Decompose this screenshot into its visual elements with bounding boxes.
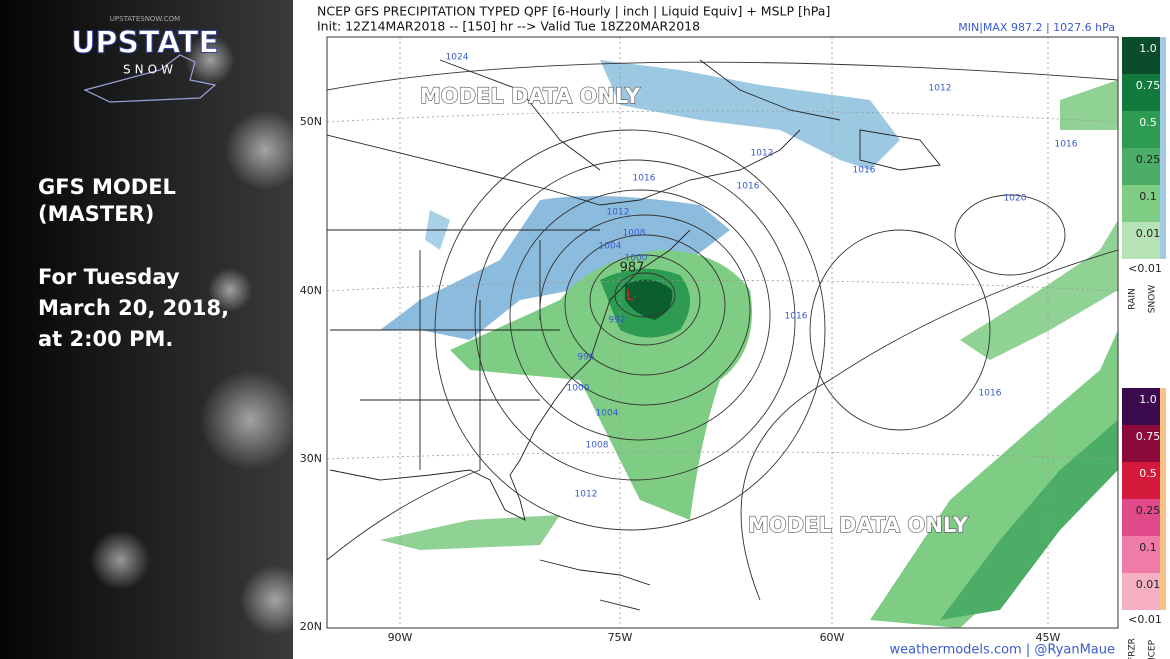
isobar-label: 996 <box>577 353 594 363</box>
lat-label: 20N <box>300 620 322 633</box>
map-labels: MODEL DATA ONLY MODEL DATA ONLY 50N 40N 30N 2… <box>300 53 1115 658</box>
isobar-label: 1012 <box>929 84 952 94</box>
legend-type: ICEP <box>1148 639 1158 659</box>
legend-swatch-alt <box>1160 148 1166 185</box>
coastlines <box>327 59 941 611</box>
legend-swatch-alt <box>1160 185 1166 222</box>
isobar-label: 1008 <box>623 229 646 239</box>
lon-label: 75W <box>608 631 633 644</box>
minmax: MIN|MAX 987.2 | 1027.6 hPa <box>958 21 1115 34</box>
legend-swatch-alt <box>1160 37 1166 74</box>
watermark: MODEL DATA ONLY <box>420 84 641 108</box>
legend-level: 0.75 <box>1136 79 1161 92</box>
forecast-line: March 20, 2018, <box>38 296 229 320</box>
legend-type: FRZR <box>1128 638 1138 659</box>
legend-type: SNOW <box>1148 285 1158 314</box>
legend-swatch-alt <box>1160 462 1166 499</box>
credit: weathermodels.com | @RyanMaue <box>890 643 1115 658</box>
map <box>327 37 1118 628</box>
legend-swatch <box>1122 111 1160 148</box>
heading-line: (MASTER) <box>38 202 154 226</box>
legend-swatch <box>1122 37 1160 74</box>
forecast-line: For Tuesday <box>38 265 180 289</box>
legend-swatch-alt <box>1160 425 1166 462</box>
isobar-label: 1016 <box>853 166 876 176</box>
legend-swatch-alt <box>1160 111 1166 148</box>
isobar-label: 1012 <box>751 149 774 159</box>
isobar-label: 1004 <box>599 242 622 252</box>
legend-swatch <box>1122 148 1160 185</box>
legend-swatch <box>1122 499 1160 536</box>
isobar-label: 1016 <box>979 389 1002 399</box>
legend-level: 0.5 <box>1139 467 1157 480</box>
bokeh <box>90 35 310 635</box>
logo-sub: SNOW <box>123 63 177 77</box>
lat-label: 50N <box>300 115 322 128</box>
lon-label: 45W <box>1036 631 1061 644</box>
isobar-label: 992 <box>608 316 625 326</box>
heading-line: GFS MODEL <box>38 175 176 199</box>
lon-label: 90W <box>388 631 413 644</box>
legend-level: 0.01 <box>1136 578 1161 591</box>
legend-swatch <box>1122 462 1160 499</box>
legend-swatch-alt <box>1160 388 1166 425</box>
legend-swatch <box>1122 185 1160 222</box>
isobar-label: 1016 <box>785 312 808 322</box>
map-frame <box>326 36 1119 629</box>
site-label: UPSTATESNOW.COM <box>110 15 180 23</box>
isobar-label: 1024 <box>446 53 469 63</box>
isobar-label: 1012 <box>607 208 630 218</box>
low-pressure-value: 987 <box>620 261 645 276</box>
legend-swatch-alt <box>1160 573 1166 610</box>
legend-type: RAIN <box>1128 288 1138 309</box>
legend-level: 0.25 <box>1136 504 1161 517</box>
ny-outline <box>83 54 217 103</box>
isobars <box>327 61 1118 601</box>
legend-level: 0.75 <box>1136 430 1161 443</box>
isobar-label: 1000 <box>625 254 648 264</box>
logo: UPSTATE <box>71 26 219 61</box>
map-title: NCEP GFS PRECIPITATION TYPED QPF [6-Hour… <box>317 4 830 19</box>
legend-level: 1.0 <box>1139 42 1157 55</box>
lat-label: 30N <box>300 452 322 465</box>
legend-level: 0.5 <box>1139 116 1157 129</box>
legend-level: 0.1 <box>1139 541 1157 554</box>
forecast-line: at 2:00 PM. <box>38 327 173 351</box>
isobar-label: 1012 <box>575 490 598 500</box>
isobar-label: 1016 <box>737 182 760 192</box>
legend-swatch <box>1122 222 1160 259</box>
legend: 1.0 0.75 0.5 0.25 0.1 0.01 <0.01 RAIN SNOW 1.0 0.7… <box>1122 37 1166 659</box>
legend-swatch <box>1122 388 1160 425</box>
legend-below: <0.01 <box>1128 613 1162 626</box>
graticule <box>327 37 1118 628</box>
isobar-label: 1016 <box>1055 140 1078 150</box>
legend-swatch-alt <box>1160 499 1166 536</box>
legend-swatch <box>1122 573 1160 610</box>
precip <box>380 60 1118 628</box>
legend-swatch <box>1122 536 1160 573</box>
legend-swatch <box>1122 425 1160 462</box>
legend-swatch-alt <box>1160 74 1166 111</box>
legend-level: 1.0 <box>1139 393 1157 406</box>
isobar-label: 1020 <box>1004 194 1027 204</box>
legend-swatch-alt <box>1160 222 1166 259</box>
sidebar-text: GFS MODEL (MASTER) For Tuesday March 20, 20… <box>38 175 229 351</box>
legend-swatch <box>1122 74 1160 111</box>
low-marker: L <box>626 288 634 304</box>
lat-label: 40N <box>300 284 322 297</box>
legend-level: 0.01 <box>1136 227 1161 240</box>
legend-level: 0.1 <box>1139 190 1157 203</box>
lon-label: 60W <box>820 631 845 644</box>
map-init: Init: 12Z14MAR2018 -- [150] hr --> Valid… <box>317 19 700 34</box>
legend-level: 0.25 <box>1136 153 1161 166</box>
isobar-label: 1016 <box>633 174 656 184</box>
watermark: MODEL DATA ONLY <box>748 513 969 537</box>
isobar-label: 1000 <box>567 384 590 394</box>
isobar-label: 1008 <box>586 441 609 451</box>
isobar-label: 1004 <box>596 409 619 419</box>
legend-below: <0.01 <box>1128 262 1162 275</box>
legend-swatch-alt <box>1160 536 1166 573</box>
